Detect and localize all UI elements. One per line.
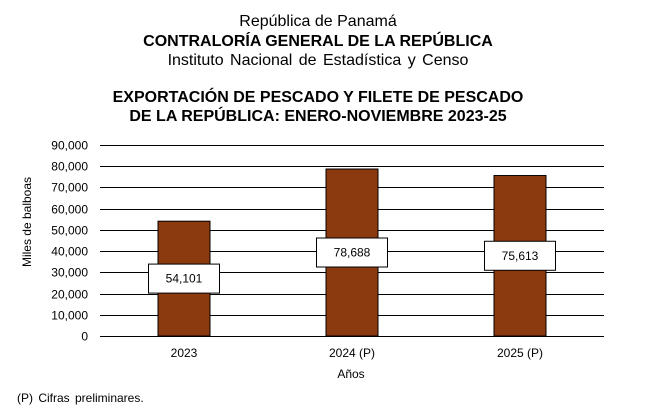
- data-label-box: [484, 240, 556, 271]
- x-tick-label: 2024 (P): [329, 346, 375, 360]
- chart-title-line1: EXPORTACIÓN DE PESCADO Y FILETE DE PESCA…: [112, 89, 524, 106]
- y-axis-label: Miles de balboas: [20, 177, 34, 267]
- y-tick-label: 50,000: [51, 224, 88, 238]
- data-labels: 54,101 78,688 75,613: [148, 237, 556, 294]
- y-tick-label: 60,000: [51, 203, 88, 217]
- y-tick-label: 70,000: [51, 181, 88, 195]
- x-tick-label: 2025 (P): [497, 346, 543, 360]
- y-tick-label: 80,000: [51, 160, 88, 174]
- footnote: (P) Cifras preliminares.: [17, 391, 144, 405]
- y-tick-label: 90,000: [51, 139, 88, 153]
- x-tick-label: 2023: [171, 346, 198, 360]
- y-tick-label: 20,000: [51, 288, 88, 302]
- header-organization: CONTRALORÍA GENERAL DE LA REPÚBLICA: [143, 33, 493, 50]
- x-tick-labels: 2023 2024 (P) 2025 (P): [171, 346, 543, 360]
- data-label: 75,613: [502, 249, 539, 263]
- x-axis-label: Años: [337, 367, 364, 381]
- data-label: 78,688: [334, 246, 371, 260]
- data-label: 54,101: [166, 272, 203, 286]
- data-label-box: [316, 237, 388, 268]
- y-tick-label: 0: [81, 330, 88, 344]
- data-label-box: [148, 263, 220, 294]
- header-institute: Instituto Nacional de Estadística y Cens…: [167, 52, 469, 69]
- header-country: República de Panamá: [239, 13, 397, 30]
- y-tick-labels: 0 10,000 20,000 30,000 40,000 50,000 60,000 70,…: [51, 139, 88, 344]
- chart-title-line2: DE LA REPÚBLICA: ENERO-NOVIEMBRE 2023-25: [129, 108, 507, 125]
- y-tick-label: 40,000: [51, 245, 88, 259]
- y-tick-label: 30,000: [51, 266, 88, 280]
- y-tick-label: 10,000: [51, 309, 88, 323]
